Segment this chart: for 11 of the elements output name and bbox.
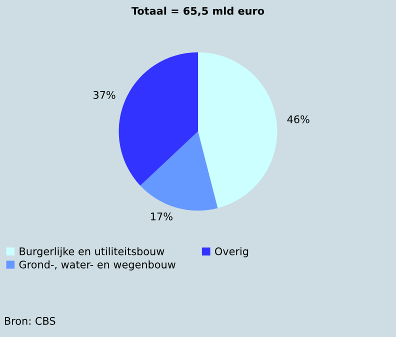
text: Bron: CBS [4, 316, 56, 325]
legend-label: Burgerlijke en utiliteitsbouw [20, 247, 164, 258]
data-label: 46% [287, 115, 310, 124]
data-label: 17% [151, 212, 172, 220]
legend-label: Overig [215, 247, 248, 258]
legend-label: Grond-, water- en wegenbouw [19, 260, 176, 270]
pie-slice [198, 52, 278, 208]
pie-slice [140, 131, 218, 211]
pie-slice [118, 52, 198, 186]
data-label: 37% [94, 91, 116, 99]
chart-title: Totaal = 65,5 mld euro [132, 6, 264, 16]
